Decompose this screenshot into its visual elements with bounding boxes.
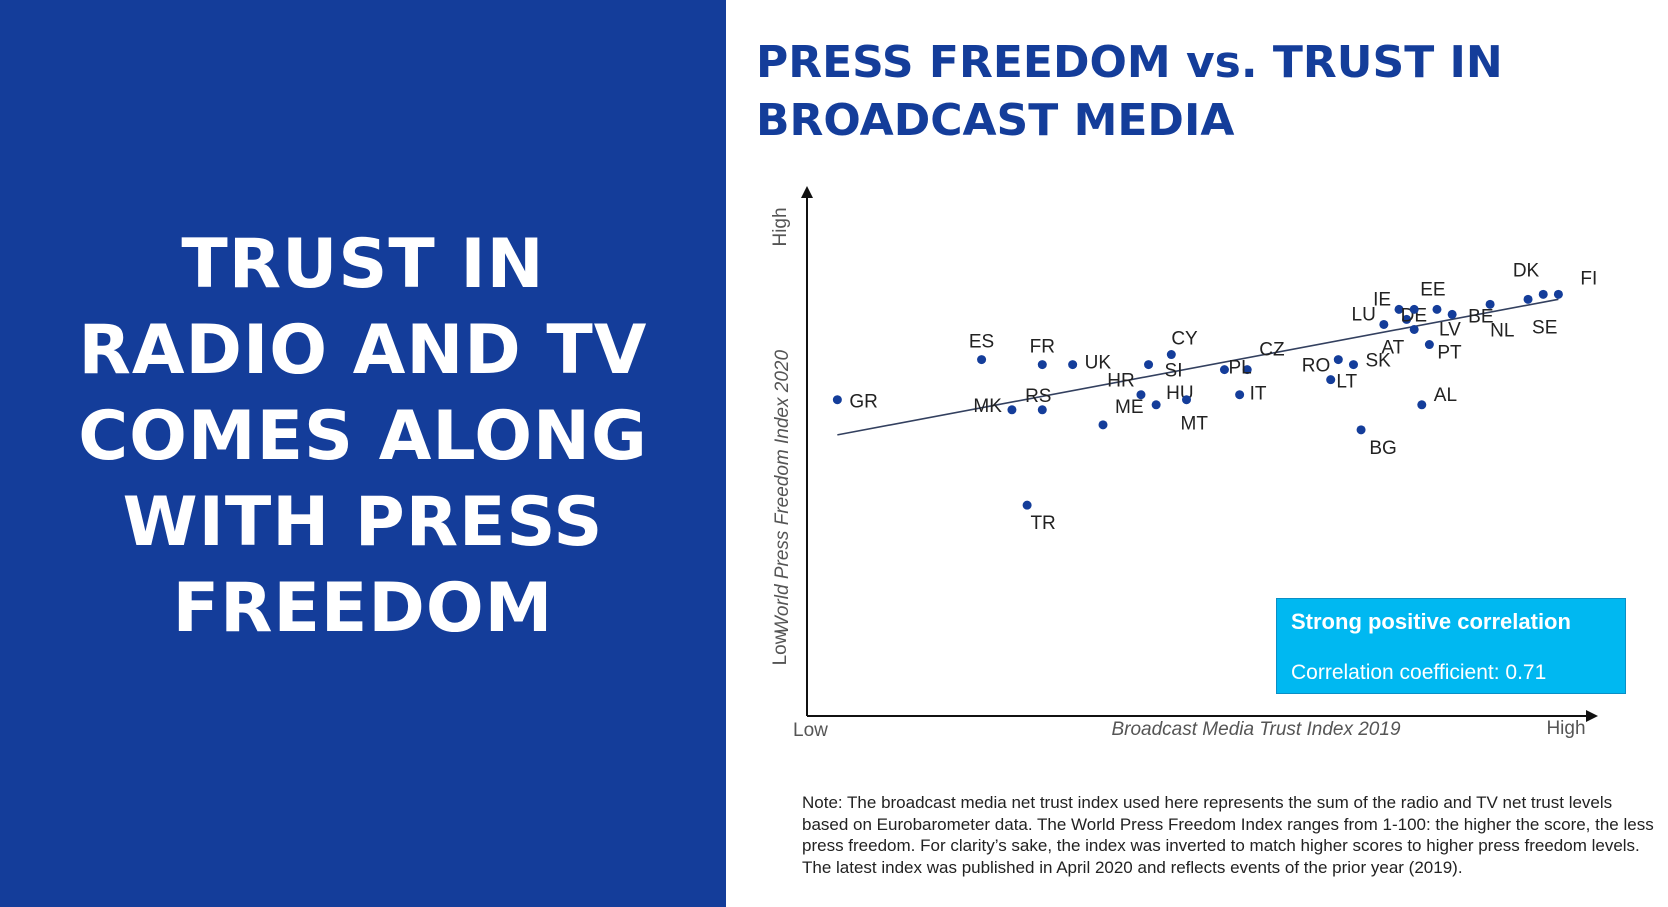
data-label: ME	[1115, 397, 1144, 418]
data-label: AL	[1434, 385, 1457, 406]
data-label: PL	[1228, 358, 1251, 379]
data-point	[1166, 350, 1176, 360]
chart-title-line: PRESS FREEDOM vs. TRUST IN	[756, 37, 1503, 88]
data-point	[1348, 360, 1358, 370]
data-point	[1485, 299, 1495, 309]
data-label: HR	[1107, 371, 1134, 392]
data-point	[1068, 360, 1078, 370]
data-label: CY	[1171, 329, 1198, 350]
data-point	[1402, 314, 1412, 324]
trendline	[837, 298, 1559, 436]
data-point	[1037, 360, 1047, 370]
data-label: LT	[1336, 372, 1357, 393]
y-axis-label: World Press Freedom Index 2020	[772, 350, 793, 635]
data-label: SI	[1165, 361, 1183, 382]
x-axis-arrow	[1586, 710, 1598, 722]
data-point	[1098, 420, 1108, 430]
data-label: SE	[1532, 317, 1557, 338]
headline-line: TRUST IN	[181, 224, 545, 304]
data-label: UK	[1085, 353, 1112, 374]
scatter-chart: Broadcast Media Trust Index 2019 World Pr…	[770, 186, 1598, 740]
data-point	[1379, 319, 1389, 329]
data-label: IT	[1250, 384, 1267, 405]
y-tick-label: Low	[770, 630, 791, 665]
data-point	[1553, 289, 1563, 299]
data-label: MT	[1181, 414, 1209, 435]
data-point	[977, 355, 987, 365]
correlation-title: Strong positive correlation	[1291, 609, 1571, 634]
data-label: MK	[973, 396, 1002, 417]
y-axis-arrow	[801, 186, 813, 198]
correlation-box: Strong positive correlation Correlation …	[1276, 598, 1626, 694]
data-point	[1326, 375, 1336, 385]
data-point	[1151, 400, 1161, 410]
data-point	[1394, 304, 1404, 314]
data-label: BE	[1468, 306, 1493, 327]
data-point	[1242, 365, 1252, 375]
headline-line: WITH PRESS	[122, 482, 604, 562]
data-label: FR	[1030, 337, 1055, 358]
data-label: RO	[1302, 356, 1331, 377]
data-label: EE	[1420, 279, 1445, 300]
data-label: DE	[1401, 305, 1427, 326]
data-point	[1219, 365, 1229, 375]
data-point	[1235, 390, 1245, 400]
data-point	[1037, 405, 1047, 415]
data-point	[1447, 309, 1457, 319]
data-label: SK	[1365, 351, 1391, 372]
data-point	[1007, 405, 1017, 415]
data-label: LU	[1352, 304, 1376, 325]
y-tick-label: High	[770, 207, 791, 246]
data-point	[832, 395, 842, 405]
correlation-coefficient: Correlation coefficient: 0.71	[1291, 661, 1547, 684]
data-label: FI	[1580, 268, 1597, 289]
data-label: BG	[1369, 438, 1396, 459]
data-point	[1022, 500, 1032, 510]
x-tick-label: High	[1546, 718, 1585, 739]
footnote: Note: The broadcast media net trust inde…	[802, 793, 1654, 877]
data-label: ES	[969, 332, 994, 353]
data-point	[1432, 304, 1442, 314]
data-point	[1424, 340, 1434, 350]
data-point	[1523, 294, 1533, 304]
data-point	[1333, 355, 1343, 365]
data-point	[1136, 390, 1146, 400]
chart-title-line: BROADCAST MEDIA	[756, 95, 1235, 146]
headline-line: COMES ALONG	[78, 396, 648, 476]
left-panel: TRUST IN RADIO AND TV COMES ALONG WITH P…	[0, 0, 726, 907]
data-point	[1409, 304, 1419, 314]
data-point	[1409, 324, 1419, 334]
headline-line: FREEDOM	[172, 568, 554, 648]
data-point	[1417, 400, 1427, 410]
data-point	[1538, 289, 1548, 299]
data-label: NL	[1490, 320, 1514, 341]
data-label: DK	[1513, 260, 1540, 281]
data-point	[1182, 395, 1191, 405]
headline: TRUST IN RADIO AND TV COMES ALONG WITH P…	[78, 222, 648, 652]
data-label: CZ	[1259, 340, 1285, 361]
data-label: LV	[1439, 319, 1461, 340]
data-label: IE	[1373, 289, 1391, 310]
chart-title: PRESS FREEDOM vs. TRUST IN BROADCAST MED…	[756, 34, 1636, 150]
data-label: RS	[1025, 386, 1051, 407]
headline-line: RADIO AND TV	[78, 310, 648, 390]
data-point	[1144, 360, 1154, 370]
data-label: PT	[1437, 343, 1462, 364]
x-tick-label: Low	[793, 720, 828, 740]
data-label: AT	[1381, 337, 1404, 358]
data-point	[1356, 425, 1366, 435]
data-label: TR	[1030, 513, 1055, 534]
data-label: GR	[849, 392, 878, 413]
x-axis-label: Broadcast Media Trust Index 2019	[1111, 719, 1400, 740]
